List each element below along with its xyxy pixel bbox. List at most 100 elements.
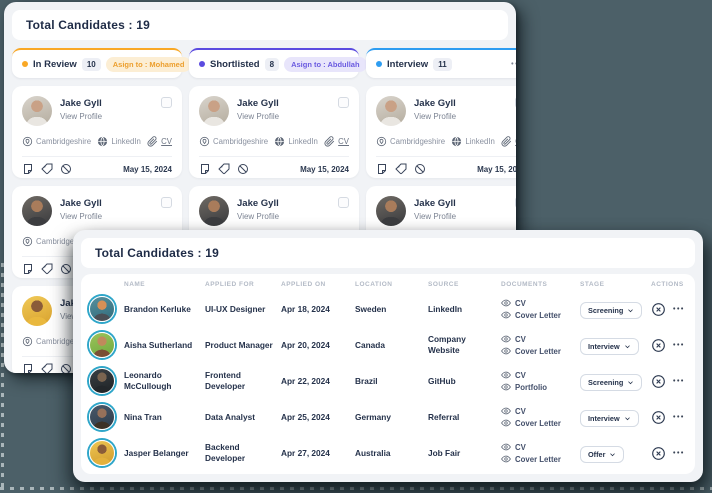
row-menu-icon[interactable]: ••• [673,377,685,385]
column-title: Shortlisted [210,58,260,70]
card-checkbox[interactable] [338,197,349,208]
remove-candidate-button[interactable] [651,374,666,389]
remove-candidate-button[interactable] [651,338,666,353]
view-profile-link[interactable]: View Profile [60,212,103,221]
stage-dropdown[interactable]: Offer [580,445,625,463]
cell-actions: ••• [651,302,689,317]
candidate-location: Cambridgeshire [22,236,91,247]
card-names: Jake Gyll View Profile [237,196,338,221]
table-row: Jasper Belanger Backend Developer Apr 27… [89,435,689,471]
row-menu-icon[interactable]: ••• [673,413,685,421]
stage-value: Screening [588,377,624,387]
applied-date: May 15, 2024 [123,164,172,174]
cell-applied-for: Data Analyst [205,411,255,422]
document-link[interactable]: CV [501,406,580,416]
table-header-row: NAME APPLIED FOR APPLIED ON LOCATION SOU… [89,281,689,288]
card-top: Jake Gyll View Profile [376,196,516,226]
document-link[interactable]: Cover Letter [501,310,580,320]
tag-icon [395,163,407,175]
cell-documents: CV Cover Letter [501,406,580,428]
cv-link[interactable]: CV [338,137,349,146]
note-icon [376,163,388,175]
cell-source: Job Fair [428,447,461,458]
document-link[interactable]: Portfolio [501,382,580,392]
cell-applied-for: Frontend Developer [205,370,246,391]
card-checkbox[interactable] [161,97,172,108]
stage-value: Offer [588,449,606,459]
location-icon [22,236,33,247]
cv-attachment[interactable]: CV [501,136,516,147]
remove-candidate-button[interactable] [651,446,666,461]
remove-candidate-button[interactable] [651,410,666,425]
candidate-card[interactable]: Jake Gyll View Profile Cambridgeshire Li… [12,86,182,178]
document-link[interactable]: CV [501,334,580,344]
remove-candidate-button[interactable] [651,302,666,317]
cell-applied-on: Apr 18, 2024 [281,303,330,314]
table-body: Brandon Kerluke UI-UX Designer Apr 18, 2… [89,291,689,471]
x-circle-icon [651,410,666,425]
kanban-column-header: Shortlisted 8 Asign to : Abdullah ••• [189,48,387,78]
location-label: Cambridgeshire [36,337,92,346]
row-menu-icon[interactable]: ••• [673,305,685,313]
view-profile-link[interactable]: View Profile [237,212,280,221]
row-menu-icon[interactable]: ••• [673,449,685,457]
stage-dropdown[interactable]: Interview [580,337,639,355]
document-link[interactable]: CV [501,370,580,380]
cv-attachment[interactable]: CV [324,136,349,147]
card-checkbox[interactable] [515,97,516,108]
cell-source: LinkedIn [428,303,463,314]
card-top: Jake Gyll View Profile [199,96,349,126]
card-footer: May 15, 2024 [376,156,516,181]
card-checkbox[interactable] [338,97,349,108]
assign-pill[interactable]: Asign to : Mohamed [105,56,192,72]
tag-icon [41,363,53,373]
cell-name: Leonardo McCullough [124,370,172,391]
document-label: Cover Letter [515,418,561,428]
document-link[interactable]: CV [501,298,580,308]
cell-applied-for: Product Manager [205,339,273,350]
view-profile-link[interactable]: View Profile [414,212,457,221]
cell-applied-on: Apr 22, 2024 [281,375,330,386]
location-icon [22,336,33,347]
document-link[interactable]: Cover Letter [501,346,580,356]
applied-date: May 15, 2024 [477,164,516,174]
paperclip-icon [324,136,335,147]
cv-link[interactable]: CV [515,137,516,146]
table-row: Brandon Kerluke UI-UX Designer Apr 18, 2… [89,291,689,327]
avatar [89,368,115,394]
document-link[interactable]: CV [501,442,580,452]
avatar [22,296,52,326]
view-profile-link[interactable]: View Profile [60,112,103,121]
assign-pill[interactable]: Asign to : Abdullah [284,56,367,72]
cell-actions: ••• [651,446,689,461]
view-profile-link[interactable]: View Profile [414,112,457,121]
count-badge: 11 [433,57,452,71]
stage-dropdown[interactable]: Screening [580,301,643,319]
count-badge: 10 [81,57,101,71]
card-checkbox[interactable] [161,197,172,208]
header-location: LOCATION [355,281,393,288]
card-meta: Cambridgeshire LinkedIn CV [376,136,516,147]
candidate-card[interactable]: Jake Gyll View Profile Cambridgeshire Li… [189,86,359,178]
document-label: Cover Letter [515,454,561,464]
document-link[interactable]: Cover Letter [501,454,580,464]
row-menu-icon[interactable]: ••• [673,341,685,349]
eye-icon [501,334,511,344]
cv-link[interactable]: CV [161,137,172,146]
cell-source: Company Website [428,334,466,355]
column-menu-icon[interactable]: ••• [511,60,516,68]
location-label: Cambridgeshire [36,137,92,146]
globe-icon [274,136,285,147]
stage-dropdown[interactable]: Screening [580,373,643,391]
view-profile-link[interactable]: View Profile [237,112,280,121]
candidate-card[interactable]: Jake Gyll View Profile Cambridgeshire Li… [366,86,516,178]
card-checkbox[interactable] [515,197,516,208]
stage-dropdown[interactable]: Interview [580,409,639,427]
card-names: Jake Gyll View Profile [237,96,338,121]
card-top: Jake Gyll View Profile [199,196,349,226]
cell-actions: ••• [651,374,689,389]
cv-attachment[interactable]: CV [147,136,172,147]
dashed-edge-decoration-bottom [0,487,712,490]
document-link[interactable]: Cover Letter [501,418,580,428]
candidate-name: Jake Gyll [237,198,279,209]
